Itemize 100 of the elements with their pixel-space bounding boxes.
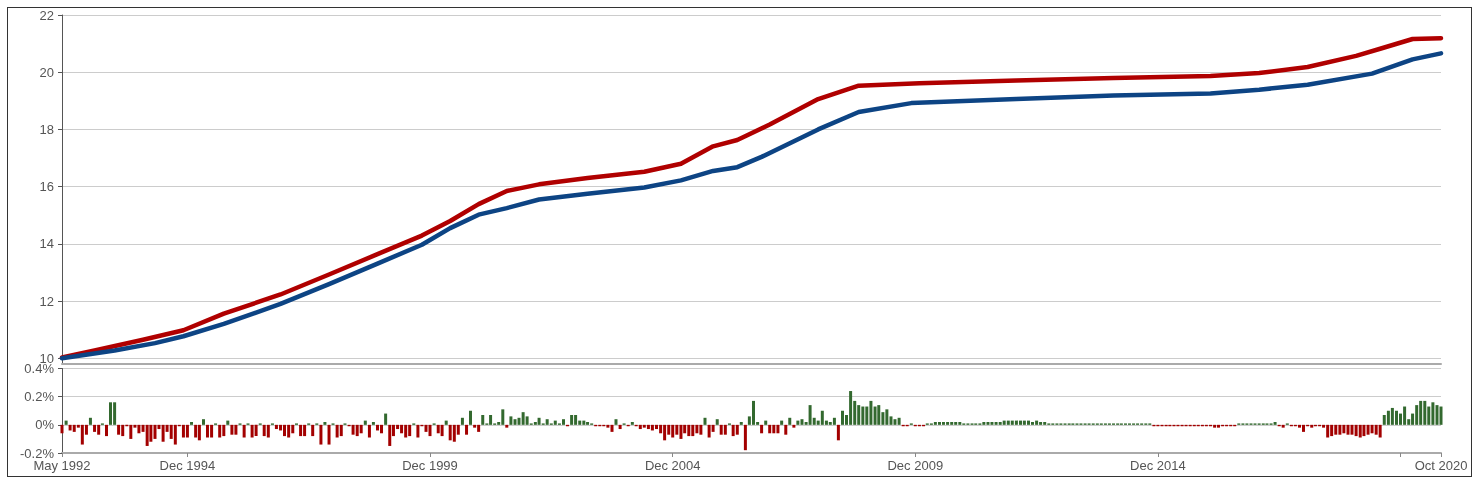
bar <box>1350 424 1354 435</box>
bar <box>339 424 343 437</box>
bar <box>739 422 743 425</box>
bar <box>885 409 889 425</box>
y-tick-label: 16 <box>39 179 54 195</box>
bar <box>234 424 238 435</box>
bar <box>367 424 371 438</box>
bar <box>792 424 796 428</box>
bar <box>562 419 566 425</box>
bar <box>149 424 153 442</box>
bar <box>250 424 254 438</box>
bar <box>618 424 622 430</box>
bar <box>93 424 97 432</box>
bar <box>715 419 719 425</box>
bar <box>190 422 194 425</box>
bar <box>642 424 646 428</box>
bar <box>646 424 650 430</box>
bar <box>436 424 440 434</box>
bar <box>776 424 780 434</box>
bar <box>946 422 950 425</box>
bar <box>108 402 112 425</box>
bar <box>1366 424 1370 435</box>
bar <box>384 413 388 425</box>
bar <box>1281 424 1285 428</box>
bar <box>586 422 590 425</box>
bar <box>64 420 68 425</box>
bar <box>460 417 464 425</box>
bar <box>388 424 392 446</box>
bar <box>1419 400 1423 425</box>
bar <box>291 424 295 434</box>
bar <box>986 422 990 425</box>
bar <box>210 424 214 438</box>
bar <box>351 424 355 435</box>
bar <box>857 405 861 425</box>
x-tick-label: Dec 1999 <box>402 458 458 473</box>
bar <box>473 424 477 428</box>
bar <box>1382 414 1386 425</box>
bar <box>137 424 141 434</box>
bar <box>743 424 747 451</box>
bar <box>283 424 287 437</box>
bar <box>780 420 784 425</box>
bar <box>990 422 994 425</box>
x-tick-label: Oct 2020 <box>1414 458 1468 473</box>
bar <box>1019 420 1023 425</box>
bar <box>121 424 125 437</box>
y-tick-label: 0.4% <box>24 361 55 376</box>
y-tick-label: 0.2% <box>24 389 55 405</box>
bar <box>764 420 768 425</box>
bar <box>582 420 586 425</box>
bar <box>1354 424 1358 437</box>
bar <box>185 424 189 438</box>
bar <box>1403 406 1407 425</box>
bar <box>1213 424 1217 428</box>
bar <box>129 424 133 439</box>
bar <box>505 424 509 428</box>
bar <box>1394 410 1398 425</box>
bar <box>1326 424 1330 438</box>
bar <box>614 419 618 425</box>
bar <box>699 424 703 435</box>
bar <box>113 402 117 425</box>
bar <box>687 424 691 437</box>
bar <box>663 424 667 441</box>
bar <box>671 424 675 438</box>
bar <box>197 424 201 441</box>
bar <box>751 400 755 425</box>
bar <box>574 414 578 425</box>
bar <box>525 416 529 425</box>
bar <box>537 417 541 425</box>
bar <box>489 414 493 425</box>
bar <box>424 424 428 432</box>
y-tick-label: 22 <box>39 7 54 23</box>
x-tick-label: Dec 2004 <box>644 458 701 473</box>
bar <box>145 424 149 446</box>
bar <box>481 414 485 425</box>
bar <box>181 424 185 438</box>
bar <box>400 424 404 434</box>
bar <box>416 424 420 438</box>
bar <box>1330 424 1334 437</box>
bar <box>205 424 209 438</box>
bar <box>994 422 998 425</box>
bar <box>97 424 101 435</box>
bar <box>655 424 659 430</box>
bar <box>958 422 962 425</box>
bar <box>469 410 473 425</box>
bar <box>501 409 505 425</box>
bar <box>262 424 266 437</box>
bar <box>226 420 230 425</box>
bar <box>861 406 865 425</box>
bar <box>218 424 222 438</box>
bar <box>545 419 549 425</box>
bar <box>1216 424 1220 428</box>
bar <box>1338 424 1342 435</box>
bar <box>509 416 513 425</box>
bar <box>897 417 901 425</box>
bar <box>105 424 109 437</box>
bar <box>359 424 363 434</box>
bar <box>675 424 679 435</box>
bar <box>1362 424 1366 437</box>
bar <box>287 424 291 438</box>
y-tick-label: 18 <box>39 121 54 137</box>
